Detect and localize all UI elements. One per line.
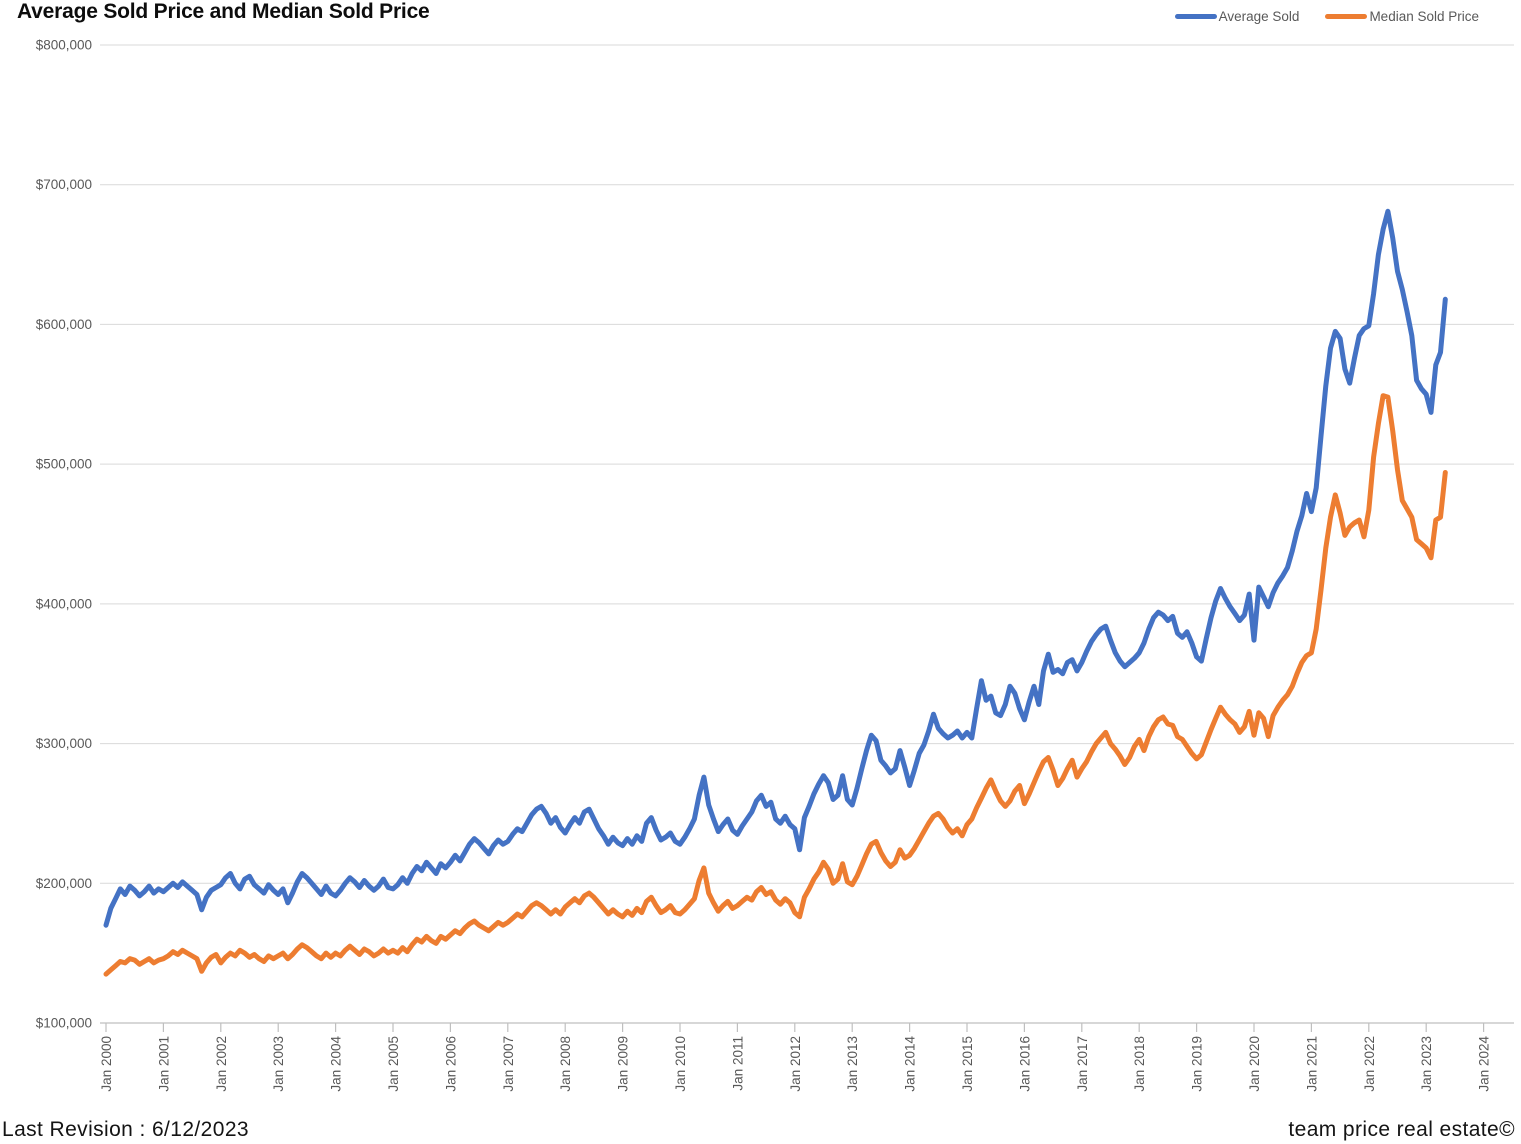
y-axis-tick-label: $700,000 — [36, 177, 92, 192]
legend-swatch-median-sold-price-icon — [1325, 14, 1368, 19]
x-axis-tick-label: Jan 2018 — [1132, 1036, 1147, 1092]
x-axis-tick-label: Jan 2017 — [1075, 1036, 1090, 1092]
legend-label-median-sold-price: Median Sold Price — [1369, 9, 1479, 24]
x-axis-tick-label: Jan 2020 — [1247, 1036, 1262, 1092]
chart-title: Average Sold Price and Median Sold Price — [17, 0, 430, 23]
series-line-average-sold — [103, 208, 1448, 928]
y-axis-tick-label: $800,000 — [36, 38, 92, 53]
x-axis-tick-label: Jan 2008 — [558, 1036, 573, 1092]
x-axis-tick-label: Jan 2010 — [673, 1036, 688, 1092]
legend-swatch-average-sold-icon — [1174, 14, 1217, 19]
x-axis-tick-label: Jan 2004 — [329, 1036, 344, 1092]
x-axis-tick-label: Jan 2009 — [616, 1036, 631, 1092]
x-axis-tick-label: Jan 2022 — [1362, 1036, 1377, 1092]
x-axis-tick-label: Jan 2019 — [1190, 1036, 1205, 1092]
x-axis-tick-label: Jan 2003 — [271, 1036, 286, 1092]
x-axis-tick-label: Jan 2016 — [1017, 1036, 1032, 1092]
x-axis-tick-label: Jan 2012 — [788, 1036, 803, 1092]
x-axis-tick-label: Jan 2006 — [443, 1036, 458, 1092]
y-axis-tick-label: $600,000 — [36, 317, 92, 332]
x-axis-tick-label: Jan 2021 — [1304, 1036, 1319, 1092]
x-axis-tick-label: Jan 2002 — [214, 1036, 229, 1092]
x-axis-tick-label: Jan 2014 — [903, 1036, 918, 1092]
x-axis-tick-label: Jan 2011 — [730, 1036, 745, 1091]
chart-legend: Average Sold Median Sold Price — [1174, 9, 1479, 24]
x-axis-tick-label: Jan 2013 — [845, 1036, 860, 1092]
brand-text: team price real estate© — [1288, 1118, 1515, 1141]
y-axis-tick-label: $500,000 — [36, 457, 92, 472]
x-axis-tick-label: Jan 2005 — [386, 1036, 401, 1092]
y-axis-tick-label: $400,000 — [36, 596, 92, 611]
x-axis-tick-label: Jan 2001 — [156, 1036, 171, 1092]
y-axis-tick-label: $300,000 — [36, 736, 92, 751]
y-axis-tick-label: $200,000 — [36, 876, 92, 891]
series-line-median-sold-price — [103, 393, 1448, 977]
y-axis-tick-label: $100,000 — [36, 1016, 92, 1031]
x-axis-tick-label: Jan 2007 — [501, 1036, 516, 1092]
legend-item-median-sold-price: Median Sold Price — [1325, 9, 1479, 24]
x-axis-tick-label: Jan 2024 — [1477, 1036, 1492, 1092]
last-revision-text: Last Revision : 6/12/2023 — [2, 1118, 249, 1141]
x-axis-tick-label: Jan 2023 — [1419, 1036, 1434, 1092]
x-axis-tick-label: Jan 2015 — [960, 1036, 975, 1092]
legend-label-average-sold: Average Sold — [1218, 9, 1300, 24]
x-axis-tick-label: Jan 2000 — [99, 1036, 114, 1092]
legend-item-average-sold: Average Sold — [1174, 9, 1300, 24]
